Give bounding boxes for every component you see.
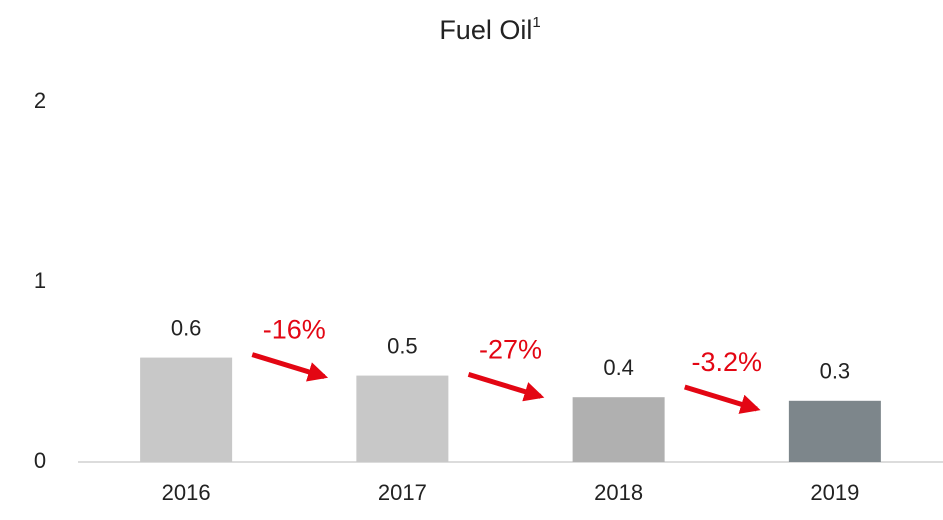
value-label: 0.5 (387, 333, 418, 358)
bar (788, 400, 881, 462)
x-tick-label: 2019 (810, 480, 859, 505)
value-label: 0.4 (603, 355, 634, 380)
x-tick-label: 2017 (378, 480, 427, 505)
change-annotation: -16% (263, 315, 326, 345)
change-annotation: -3.2% (691, 347, 762, 377)
value-label: 0.3 (820, 359, 851, 384)
x-tick-label: 2018 (594, 480, 643, 505)
bar (572, 397, 665, 462)
change-arrow (684, 384, 761, 414)
y-tick-label: 0 (34, 448, 46, 473)
title-superscript: 1 (532, 14, 540, 31)
chart-title: Fuel Oil1 (439, 14, 540, 45)
bar (140, 357, 233, 462)
x-tick-label: 2016 (162, 480, 211, 505)
title-text: Fuel Oil (439, 15, 532, 45)
y-tick-label: 1 (34, 268, 46, 293)
change-annotation: -27% (479, 335, 542, 365)
bar (356, 375, 449, 462)
y-tick-label: 2 (34, 88, 46, 113)
change-arrow (251, 352, 329, 382)
value-label: 0.6 (171, 315, 202, 340)
change-arrow (467, 372, 545, 402)
